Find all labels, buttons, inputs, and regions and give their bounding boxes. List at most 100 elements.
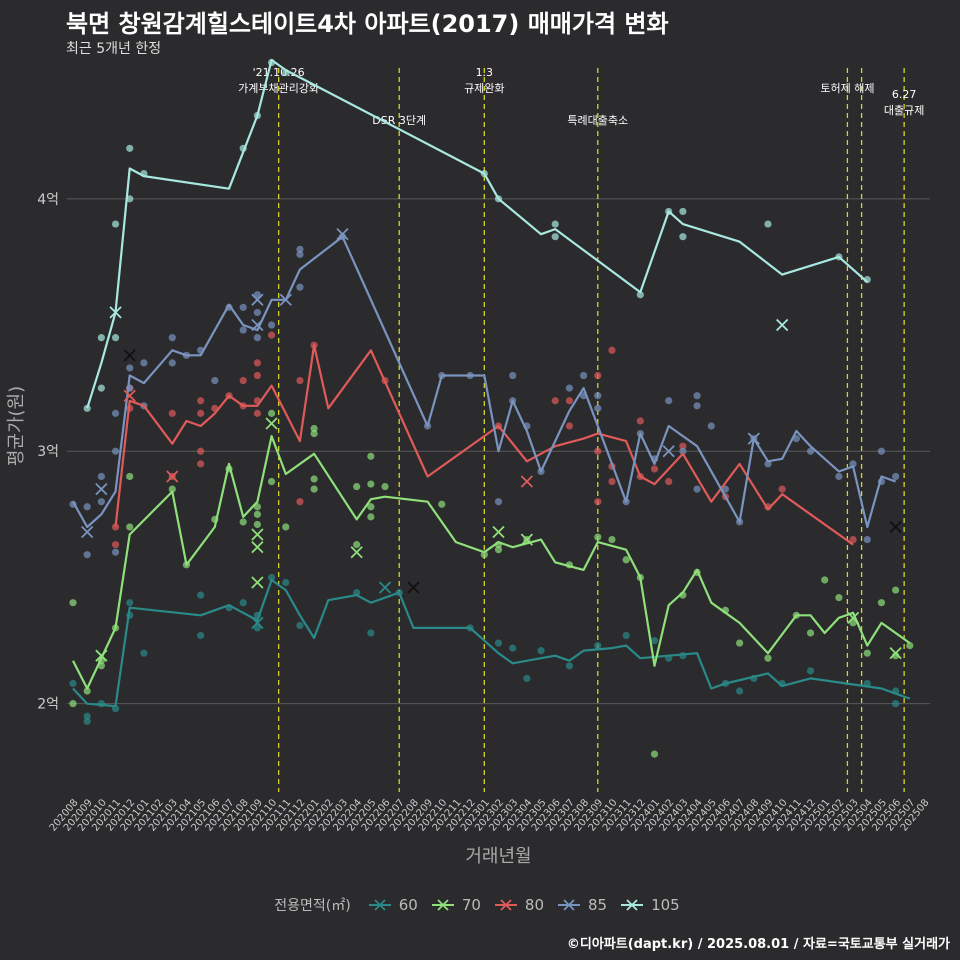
data-point (806, 447, 815, 455)
data-point (111, 334, 120, 342)
data-point (111, 447, 120, 455)
data-point (239, 326, 247, 334)
data-point (367, 503, 375, 511)
cross-marker (251, 293, 264, 306)
data-point (367, 452, 375, 460)
data-point (594, 392, 602, 400)
cross-marker (251, 576, 264, 589)
data-point (665, 477, 673, 486)
data-point (239, 376, 247, 385)
data-point (650, 465, 659, 473)
legend-title: 전용면적(㎡) (274, 898, 351, 914)
data-point (253, 510, 261, 518)
data-point (594, 533, 602, 541)
data-point (367, 513, 375, 521)
data-point (310, 475, 318, 483)
cross-marker (251, 616, 264, 630)
event-label: 특례대출축소 (567, 114, 628, 127)
data-point (168, 409, 176, 417)
data-point (296, 245, 304, 253)
y-tick-label: 2억 (37, 697, 59, 713)
series-line (72, 578, 911, 708)
data-point (310, 485, 318, 493)
legend-label: 105 (651, 896, 680, 914)
data-point (282, 578, 290, 587)
data-point (594, 498, 602, 506)
cross-marker (81, 525, 94, 539)
data-point (239, 599, 247, 607)
y-tick-label: 3억 (37, 444, 59, 460)
data-point (296, 376, 304, 385)
event-label: 1.3 규제완화 (464, 66, 504, 95)
event-label: DSR 3단계 (372, 114, 426, 127)
cross-marker (109, 306, 122, 319)
data-point (296, 498, 304, 506)
data-point (83, 404, 91, 412)
data-point (849, 460, 857, 468)
data-point (551, 233, 559, 241)
data-point (83, 687, 91, 695)
cross-marker (251, 541, 264, 554)
data-point (892, 700, 900, 708)
legend: 전용면적(㎡) 60 70 80 85 105 (0, 895, 960, 915)
data-point (267, 331, 276, 339)
data-point (126, 523, 134, 531)
legend-item: 85 (556, 896, 607, 914)
data-point (83, 717, 91, 725)
data-point (565, 397, 574, 405)
data-point (296, 621, 304, 630)
data-point (126, 364, 134, 372)
data-point (594, 447, 602, 455)
x-axis-title: 거래년월 (465, 846, 531, 867)
data-point (679, 207, 687, 216)
data-point (211, 376, 219, 385)
cross-marker (747, 432, 760, 445)
data-point (608, 346, 616, 354)
data-point (736, 639, 744, 647)
data-point (806, 629, 815, 637)
cross-marker (520, 475, 534, 488)
legend-swatch-icon (431, 899, 454, 911)
data-point (253, 409, 261, 417)
data-point (679, 447, 687, 455)
cross-marker (520, 533, 534, 546)
data-point (253, 291, 261, 299)
legend-swatch-icon (558, 899, 580, 911)
data-point (877, 599, 886, 607)
data-point (197, 409, 205, 417)
data-point (537, 647, 545, 655)
data-point (551, 397, 559, 405)
data-point (849, 619, 857, 627)
data-point (353, 482, 361, 491)
series-line (114, 344, 854, 546)
cross-marker (407, 581, 420, 594)
legend-label: 60 (398, 896, 418, 914)
legend-label: 85 (588, 896, 608, 914)
data-point (764, 220, 772, 228)
data-point (877, 447, 886, 455)
data-point (111, 541, 120, 549)
y-axis-title: 평균가(원) (6, 386, 27, 466)
data-point (282, 523, 290, 531)
data-point (551, 220, 559, 228)
data-point (594, 642, 602, 650)
data-point (126, 144, 134, 152)
cross-marker (123, 389, 136, 402)
data-point (608, 477, 616, 486)
data-point (892, 472, 900, 481)
source-caption: ©디아파트(dapt.kr) / 2025.08.01 / 자료=국토교통부 실… (566, 937, 950, 952)
data-point (197, 447, 205, 455)
data-point (849, 535, 857, 544)
data-point (296, 250, 304, 258)
data-point (580, 371, 588, 380)
data-point (509, 371, 517, 380)
data-point (168, 334, 176, 342)
legend-item: 80 (493, 896, 544, 914)
data-point (239, 303, 247, 311)
data-point (835, 594, 843, 602)
data-point (693, 485, 701, 493)
data-point (707, 422, 715, 430)
data-point (565, 422, 574, 430)
data-point (253, 308, 261, 317)
